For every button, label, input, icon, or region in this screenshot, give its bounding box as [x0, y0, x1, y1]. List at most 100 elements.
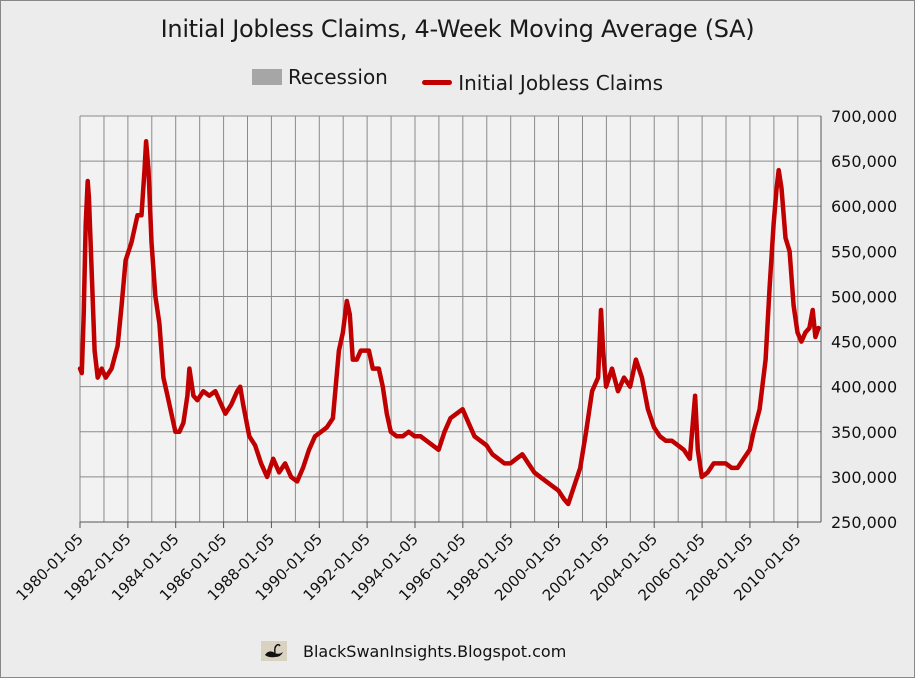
data-point [259, 461, 263, 465]
data-point [123, 258, 128, 262]
data-point [556, 488, 560, 493]
data-point [682, 448, 686, 452]
data-point [407, 430, 411, 434]
data-point [748, 448, 752, 452]
data-point [313, 434, 317, 438]
data-point [424, 439, 429, 443]
data-point [235, 389, 239, 393]
data-point [813, 335, 818, 339]
data-point [331, 416, 335, 420]
data-point [165, 394, 170, 398]
data-point [78, 367, 82, 371]
data-point [185, 394, 189, 398]
data-point [508, 461, 513, 465]
data-point [791, 303, 796, 308]
data-point [799, 339, 804, 344]
data-point [490, 452, 495, 456]
data-point [437, 448, 441, 452]
data-point [460, 407, 465, 411]
data-point [538, 475, 542, 479]
data-point [86, 179, 90, 183]
series-line-initial-jobless-claims [77, 139, 821, 507]
data-point [223, 412, 227, 416]
data-point [502, 461, 507, 465]
data-point [807, 326, 812, 330]
data-point [187, 367, 191, 371]
legend-item-recession: Recession [251, 65, 388, 89]
y-tick-label: 400,000 [831, 378, 897, 397]
y-tick-label: 550,000 [831, 242, 897, 261]
data-point [139, 213, 144, 217]
data-point [381, 385, 385, 389]
data-point [84, 222, 88, 226]
data-point [646, 407, 650, 411]
data-point [811, 308, 815, 312]
data-point [116, 344, 120, 348]
data-point [544, 479, 548, 483]
data-point [295, 479, 299, 483]
data-point [628, 385, 632, 389]
data-point [153, 294, 157, 299]
data-point [484, 443, 489, 447]
data-point [768, 285, 772, 290]
data-point [371, 367, 375, 371]
data-point [351, 358, 355, 362]
data-point [696, 448, 700, 452]
data-point [100, 367, 104, 371]
data-point [664, 439, 668, 443]
y-tick-labels: 250,000 300,000 350,000 400,000 450,000 500,0… [831, 107, 897, 532]
legend: Recession Initial Jobless Claims [1, 65, 914, 95]
data-point [718, 461, 722, 465]
data-point [247, 434, 251, 438]
data-point [401, 434, 405, 438]
data-point [109, 367, 114, 371]
data-point [241, 403, 245, 407]
data-point [803, 330, 808, 335]
data-point [419, 434, 423, 438]
legend-label-recession: Recession [287, 65, 388, 89]
data-point [562, 497, 566, 502]
data-point [307, 448, 311, 452]
data-point [550, 484, 554, 488]
data-point [413, 434, 417, 438]
data-point [442, 430, 447, 434]
data-point [777, 168, 781, 172]
legend-label-claims: Initial Jobless Claims [458, 70, 664, 95]
data-point [157, 321, 161, 326]
data-point [787, 249, 792, 253]
data-point [135, 213, 140, 217]
data-point [670, 439, 674, 443]
y-tick-label: 700,000 [831, 107, 897, 126]
data-point [238, 385, 242, 389]
data-point [693, 394, 697, 398]
data-point [355, 358, 359, 362]
swan-icon [261, 641, 287, 661]
data-point [389, 430, 393, 434]
data-point [213, 389, 217, 393]
data-point [207, 394, 211, 398]
data-point [348, 312, 352, 317]
data-point [431, 443, 435, 447]
data-point [90, 294, 95, 299]
data-point [688, 457, 692, 461]
data-point [566, 502, 570, 506]
data-point [173, 430, 178, 434]
data-point [341, 330, 345, 335]
data-point [604, 385, 608, 389]
data-point [700, 475, 704, 479]
data-point [191, 394, 195, 398]
data-point [736, 466, 740, 470]
data-point [229, 403, 233, 407]
data-point [367, 348, 371, 353]
y-tick-label: 300,000 [831, 468, 897, 487]
data-point [764, 358, 768, 362]
data-point [478, 439, 483, 443]
data-point [177, 430, 181, 434]
data-point [584, 430, 588, 434]
y-tick-label: 600,000 [831, 197, 897, 216]
data-point [772, 222, 776, 226]
data-point [712, 461, 716, 465]
data-point [93, 348, 97, 353]
data-point [89, 240, 93, 244]
